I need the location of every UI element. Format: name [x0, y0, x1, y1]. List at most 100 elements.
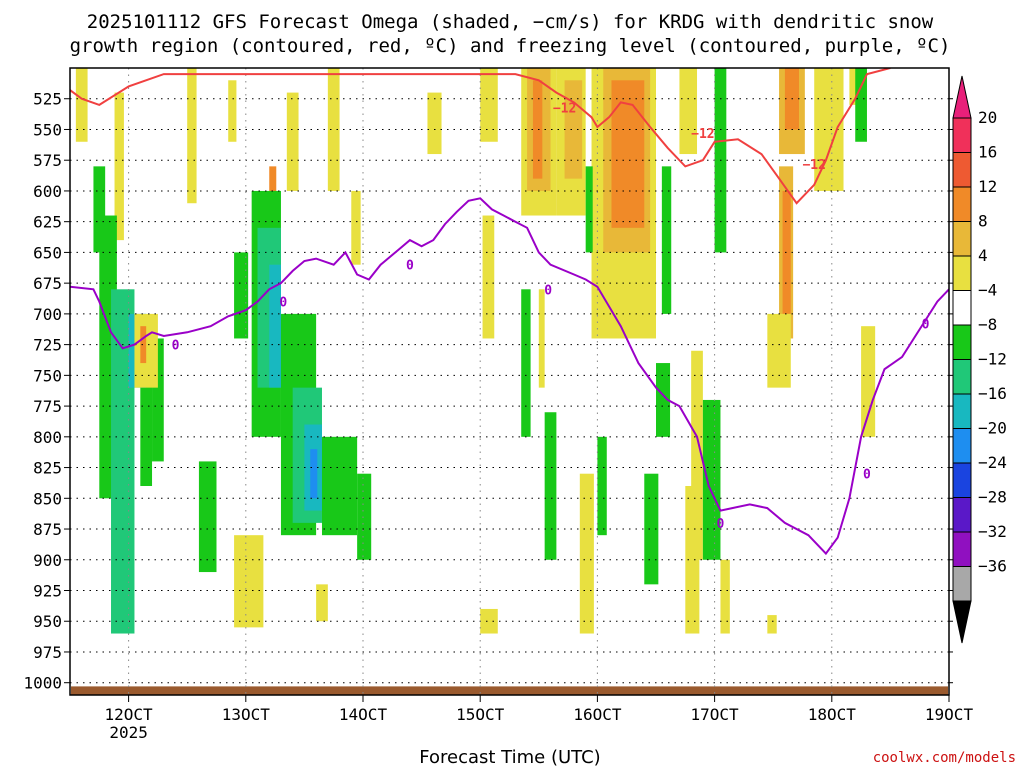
y-tick-label-775: 775 [33, 397, 62, 416]
colorbar-label-0: 20 [978, 108, 997, 127]
x-axis-label: Forecast Time (UTC) [419, 747, 600, 768]
terrain-strip [71, 686, 948, 695]
colorbar-label-10: −24 [978, 453, 1007, 472]
x-tick-label-17OCT: 17OCT [691, 705, 740, 724]
y-tick-label-700: 700 [33, 305, 62, 324]
colorbar-swatch-12 [952, 531, 972, 567]
omega-cell-50 [140, 363, 153, 486]
y-tick-label-650: 650 [33, 243, 62, 262]
colorbar-label-1: 16 [978, 143, 997, 162]
y-tick-label-600: 600 [33, 182, 62, 201]
omega-cell-63 [357, 473, 372, 560]
omega-cell-37 [644, 473, 659, 585]
y-tick-label-950: 950 [33, 612, 62, 631]
omega-cell-30 [585, 166, 593, 253]
dgz-label-2: −12 [802, 158, 825, 173]
colorbar-top-arrow [952, 75, 972, 119]
omega-cell-46 [93, 166, 106, 253]
y-tick-label-675: 675 [33, 274, 62, 293]
omega-cell-14 [564, 80, 583, 179]
x-tick-label-14OCT: 14OCT [339, 705, 388, 724]
omega-cell-23 [782, 190, 791, 314]
freezing-level-line [70, 197, 949, 556]
freezing-label-4: 0 [717, 517, 725, 532]
plot-frame [69, 67, 950, 696]
omega-cell-39 [691, 350, 703, 560]
omega-cell-6 [327, 68, 340, 191]
colorbar-swatch-9 [952, 428, 972, 464]
colorbar-bottom-arrow [952, 600, 972, 644]
y-tick-label-925: 925 [33, 582, 62, 601]
y-tick-label-525: 525 [33, 90, 62, 109]
colorbar: 20 16 12 8 4 −4 −8 −12 −16 −20 −24 −28 −32 −36 [952, 75, 1007, 644]
omega-cell-64 [234, 535, 264, 628]
colorbar-label-6: −8 [978, 315, 997, 334]
dgz-minus12-line [70, 68, 891, 205]
omega-cell-34 [521, 289, 531, 437]
omega-cell-54 [234, 252, 249, 339]
x-tick-label-13OCT: 13OCT [222, 705, 271, 724]
colorbar-label-4: 4 [978, 246, 988, 265]
colorbar-label-9: −20 [978, 419, 1007, 438]
y-tick-label-975: 975 [33, 643, 62, 662]
x-tick-label-12OCT: 12OCT [105, 705, 154, 724]
colorbar-swatch-2 [952, 186, 972, 222]
freezing-label-3: 0 [279, 296, 287, 311]
x-tick-label-18OCT: 18OCT [808, 705, 857, 724]
y-tick-label-750: 750 [33, 366, 62, 385]
y-tick-label-850: 850 [33, 489, 62, 508]
y-tick-label-825: 825 [33, 459, 62, 478]
omega-cell-18 [679, 68, 698, 155]
omega-cell-32 [482, 215, 495, 339]
omega-cell-27 [861, 326, 876, 437]
omega-cell-12 [532, 80, 543, 179]
colorbar-swatch-10 [952, 462, 972, 498]
freezing-label-2: 0 [544, 283, 552, 298]
y-tick-label-550: 550 [33, 120, 62, 139]
omega-cell-45 [480, 608, 498, 634]
colorbar-swatch-13 [952, 566, 972, 602]
x-tick-label-19OCT: 19OCT [925, 705, 974, 724]
terrain-fill [71, 686, 948, 695]
y-tick-label-575: 575 [33, 151, 62, 170]
colorbar-label-5: −4 [978, 281, 997, 300]
omega-cell-2 [187, 68, 197, 204]
omega-cell-40 [656, 363, 671, 437]
colorbar-swatch-6 [952, 324, 972, 360]
omega-cell-65 [316, 584, 328, 622]
colorbar-swatch-11 [952, 497, 972, 533]
colorbar-swatch-8 [952, 393, 972, 429]
freezing-label-6: 0 [922, 318, 930, 333]
colorbar-label-3: 8 [978, 212, 988, 231]
x-tick-label-16OCT: 16OCT [573, 705, 622, 724]
colorbar-swatch-7 [952, 359, 972, 395]
y-tick-label-625: 625 [33, 213, 62, 232]
omega-cell-9 [480, 68, 498, 142]
y-tick-label-1000: 1000 [23, 674, 62, 693]
omega-cell-41 [702, 399, 721, 560]
omega-cell-57 [269, 264, 281, 388]
omega-cell-61 [310, 449, 318, 499]
y-tick-label-725: 725 [33, 336, 62, 355]
colorbar-swatch-1 [952, 152, 972, 188]
colorbar-swatch-3 [952, 221, 972, 257]
dgz-label-0: −12 [553, 101, 576, 116]
omega-cell-53 [198, 461, 217, 573]
colorbar-label-7: −12 [978, 350, 1007, 369]
omega-cell-38 [579, 473, 594, 634]
x-tick-sublabel-12OCT: 2025 [109, 723, 148, 742]
dgz-label-1: −12 [691, 127, 714, 142]
y-tick-label-900: 900 [33, 551, 62, 570]
omega-cell-52 [152, 338, 164, 462]
chart-title-line1: 2025101112 GFS Forecast Omega (shaded, −… [87, 11, 934, 33]
omega-cell-3 [228, 80, 237, 142]
freezing-label-5: 0 [863, 468, 871, 483]
omega-cell-19 [814, 68, 844, 191]
colorbar-swatch-4 [952, 255, 972, 291]
omega-cell-0 [75, 68, 88, 142]
colorbar-label-8: −16 [978, 384, 1007, 403]
omega-cell-8 [427, 92, 442, 155]
colorbar-label-13: −36 [978, 557, 1007, 576]
